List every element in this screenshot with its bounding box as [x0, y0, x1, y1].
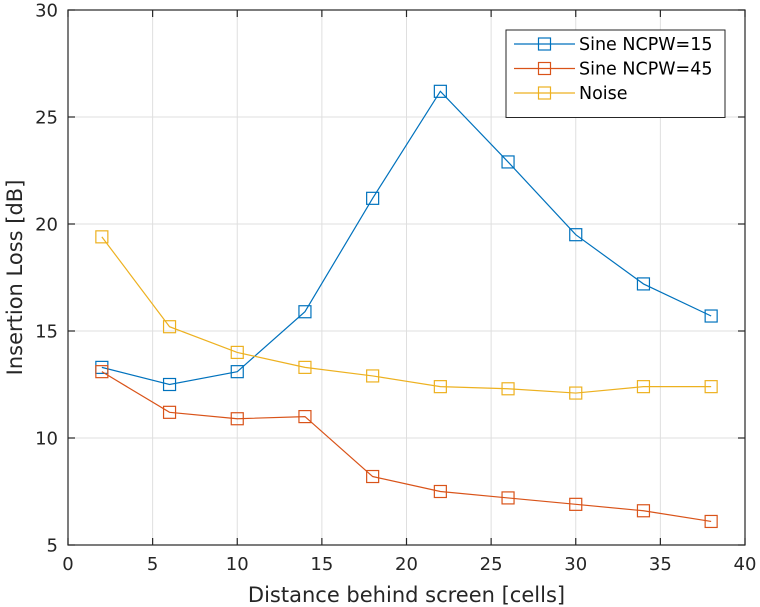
data-point-marker — [501, 382, 515, 396]
legend-label: Sine NCPW=15 — [579, 35, 713, 55]
data-point-marker — [230, 412, 244, 426]
x-tick-label: 15 — [310, 554, 333, 575]
data-point-marker — [704, 309, 718, 323]
data-point-marker — [433, 484, 447, 499]
x-axis-label: Distance behind screen [cells] — [248, 583, 565, 607]
series-3 — [95, 230, 718, 400]
legend: Sine NCPW=15 Sine NCPW=45 Noise — [505, 29, 726, 118]
data-point-marker — [298, 360, 312, 374]
data-point-marker — [366, 469, 380, 484]
legend-item: Sine NCPW=45 — [514, 60, 713, 80]
legend-marker-swatch — [537, 37, 552, 51]
data-point-marker — [230, 345, 244, 359]
series-line — [101, 236, 712, 394]
data-point-marker — [95, 365, 109, 379]
legend-item: Noise — [514, 84, 628, 104]
data-point-marker — [569, 228, 583, 242]
y-tick-label: 5 — [47, 536, 58, 557]
legend-marker-swatch — [537, 61, 552, 76]
series-group — [95, 84, 718, 529]
x-tick-label: 35 — [649, 554, 672, 575]
legend-label: Noise — [579, 84, 628, 104]
x-tick-label: 25 — [480, 554, 503, 575]
data-point-marker — [95, 230, 109, 244]
data-point-marker — [298, 410, 312, 424]
data-point-marker — [366, 191, 380, 205]
x-tick-label: 0 — [62, 554, 73, 575]
data-point-marker — [636, 504, 651, 518]
y-axis-label: Insertion Loss [dB] — [3, 180, 27, 376]
x-tick-label: 5 — [147, 554, 158, 575]
x-tick-label: 40 — [734, 554, 757, 575]
series-2 — [95, 365, 718, 529]
legend-marker-swatch — [537, 86, 552, 100]
data-point-marker — [569, 386, 583, 400]
y-tick-label: 25 — [35, 108, 58, 129]
legend-label: Sine NCPW=45 — [579, 60, 713, 80]
data-point-marker — [636, 277, 651, 291]
data-point-marker — [501, 491, 515, 505]
data-point-marker — [569, 497, 583, 511]
data-point-marker — [162, 405, 177, 419]
series-line — [101, 371, 712, 523]
data-point-marker — [298, 305, 312, 319]
data-point-marker — [433, 84, 447, 98]
y-tick-label: 15 — [35, 322, 58, 343]
y-tick-label: 10 — [35, 429, 58, 450]
data-point-marker — [162, 320, 177, 334]
data-point-marker — [162, 377, 177, 392]
x-tick-label: 20 — [395, 554, 418, 575]
data-point-marker — [704, 514, 718, 529]
data-point-marker — [501, 155, 515, 169]
data-point-marker — [704, 380, 718, 394]
data-point-marker — [636, 380, 651, 394]
data-point-marker — [366, 369, 380, 383]
y-tick-label: 20 — [35, 215, 58, 236]
legend-item: Sine NCPW=15 — [514, 35, 713, 55]
data-point-marker — [230, 365, 244, 379]
x-tick-label: 30 — [564, 554, 587, 575]
data-point-marker — [433, 380, 447, 394]
y-tick-label: 30 — [35, 1, 58, 22]
x-tick-label: 10 — [226, 554, 249, 575]
series-line — [101, 90, 712, 386]
